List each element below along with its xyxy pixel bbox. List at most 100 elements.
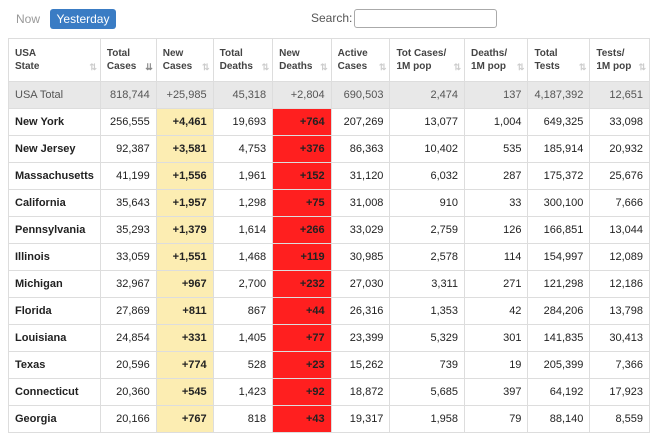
cell-new-deaths: +152 — [272, 162, 332, 190]
now-button[interactable]: Now — [15, 12, 40, 26]
column-header-line2: Cases — [106, 61, 137, 72]
cell-deaths-per-1m: 535 — [463, 135, 529, 163]
search-label: Search: — [311, 11, 353, 25]
cell-total-tests: 121,298 — [527, 270, 591, 298]
cell-new-deaths: +43 — [272, 405, 332, 433]
cell-state[interactable]: Georgia — [8, 405, 101, 433]
cell-new-deaths: +2,804 — [272, 81, 332, 109]
cell-state[interactable]: Massachusetts — [8, 162, 101, 190]
cell-deaths-per-1m: 33 — [463, 189, 529, 217]
cell-tests-per-1m: 12,089 — [589, 243, 650, 271]
cell-total-tests: 300,100 — [527, 189, 591, 217]
cell-tests-per-1m: 33,098 — [589, 108, 650, 136]
table-row: Texas 20,596 +774 528 +23 15,262 739 19 205,399 7… — [8, 351, 650, 379]
column-header-total-cases[interactable]: Total Cases ⇊ — [99, 38, 157, 82]
cell-total-cases: 32,967 — [99, 270, 157, 298]
cell-tests-per-1m: 20,932 — [589, 135, 650, 163]
cell-total-cases: 33,059 — [99, 243, 157, 271]
column-header-state[interactable]: USA State ⇅ — [8, 38, 101, 82]
cell-state[interactable]: Michigan — [8, 270, 101, 298]
sort-icon[interactable]: ⇅ — [320, 62, 327, 72]
cell-total-tests: 4,187,392 — [527, 81, 591, 109]
column-header-line2: Tests — [534, 61, 560, 72]
cell-state[interactable]: Illinois — [8, 243, 101, 271]
table-row: Connecticut 20,360 +545 1,423 +92 18,872 5,685… — [8, 378, 650, 406]
column-header-line1: Total — [534, 48, 558, 59]
cell-state[interactable]: New Jersey — [8, 135, 101, 163]
cell-total-deaths: 1,468 — [212, 243, 274, 271]
cell-total-deaths: 818 — [212, 405, 274, 433]
column-header-total-deaths[interactable]: Total Deaths ⇅ — [212, 38, 274, 82]
cell-active-cases: 27,030 — [330, 270, 391, 298]
cell-active-cases: 690,503 — [330, 81, 391, 109]
sort-icon[interactable]: ⇅ — [261, 62, 269, 72]
cell-active-cases: 86,363 — [330, 135, 391, 163]
column-header-active-cases[interactable]: Active Cases ⇅ — [330, 38, 391, 82]
column-header-line1: Tests/ — [596, 48, 625, 59]
column-header-tests-per-1m[interactable]: Tests/1M pop ⇅ — [589, 38, 650, 82]
cell-state[interactable]: Florida — [8, 297, 101, 325]
cell-tests-per-1m: 12,651 — [589, 81, 650, 109]
cell-state[interactable]: Louisiana — [8, 324, 101, 352]
cell-state[interactable]: New York — [8, 108, 101, 136]
cell-total-deaths: 45,318 — [212, 81, 274, 109]
table-row: Pennsylvania 35,293 +1,379 1,614 +266 33,029 2… — [8, 216, 650, 244]
cell-active-cases: 23,399 — [330, 324, 391, 352]
sort-icon[interactable]: ⇅ — [638, 62, 645, 72]
cell-new-cases: +767 — [155, 405, 214, 433]
table-row: Louisiana 24,854 +331 1,405 +77 23,399 5,329 30… — [8, 324, 650, 352]
sort-icon[interactable]: ⇅ — [89, 62, 96, 72]
cell-tot-cases-per-1m: 2,578 — [389, 243, 465, 271]
cell-deaths-per-1m: 79 — [463, 405, 529, 433]
table-row: New York 256,555 +4,461 19,693 +764 207,269 13… — [8, 108, 650, 136]
column-header-new-cases[interactable]: New Cases ⇅ — [155, 38, 214, 82]
cell-new-cases: +331 — [155, 324, 214, 352]
cell-new-cases: +1,556 — [155, 162, 214, 190]
column-header-line2: Cases — [337, 61, 368, 72]
cell-new-cases: +1,551 — [155, 243, 214, 271]
column-header-line2: 1M pop — [396, 61, 432, 72]
cell-active-cases: 26,316 — [330, 297, 391, 325]
sort-icon[interactable]: ⇅ — [378, 62, 386, 72]
column-header-line1: Active — [337, 48, 368, 59]
search-input[interactable] — [354, 9, 497, 28]
cell-new-deaths: +119 — [272, 243, 332, 271]
column-header-total-tests[interactable]: Total Tests ⇅ — [527, 38, 591, 82]
cell-state[interactable]: California — [8, 189, 101, 217]
column-header-deaths-per-1m[interactable]: Deaths/1M pop ⇅ — [463, 38, 529, 82]
cell-deaths-per-1m: 301 — [463, 324, 529, 352]
cell-total-cases: 27,869 — [99, 297, 157, 325]
sort-icon[interactable]: ⇅ — [202, 62, 209, 72]
cell-tot-cases-per-1m: 739 — [389, 351, 465, 379]
cell-total-tests: 284,206 — [527, 297, 591, 325]
sort-icon[interactable]: ⇅ — [578, 62, 586, 72]
sort-icon[interactable]: ⇅ — [453, 62, 460, 72]
cell-deaths-per-1m: 42 — [463, 297, 529, 325]
cell-tests-per-1m: 7,666 — [589, 189, 650, 217]
sort-descending-icon[interactable]: ⇊ — [145, 62, 152, 72]
cell-total-tests: 64,192 — [527, 378, 591, 406]
column-header-line1: Total — [219, 48, 243, 59]
cell-total-cases: 35,643 — [99, 189, 157, 217]
column-header-new-deaths[interactable]: New Deaths ⇅ — [272, 38, 332, 82]
cell-state[interactable]: Texas — [8, 351, 101, 379]
cell-state[interactable]: Connecticut — [8, 378, 101, 406]
cell-total-tests: 88,140 — [527, 405, 591, 433]
column-header-tot-cases-per-1m[interactable]: Tot Cases/1M pop ⇅ — [389, 38, 465, 82]
sort-icon[interactable]: ⇅ — [516, 62, 524, 72]
cell-new-deaths: +23 — [272, 351, 332, 379]
cell-tot-cases-per-1m: 5,685 — [389, 378, 465, 406]
cell-active-cases: 19,317 — [330, 405, 391, 433]
cell-state[interactable]: Pennsylvania — [8, 216, 101, 244]
column-header-line2: 1M pop — [470, 61, 506, 72]
cell-total-cases: 20,166 — [99, 405, 157, 433]
cell-deaths-per-1m: 137 — [463, 81, 529, 109]
cell-new-deaths: +266 — [272, 216, 332, 244]
cell-new-cases: +545 — [155, 378, 214, 406]
cell-total-cases: 20,360 — [99, 378, 157, 406]
cell-active-cases: 31,008 — [330, 189, 391, 217]
column-header-line2: Cases — [162, 61, 193, 72]
cell-total-deaths: 1,961 — [212, 162, 274, 190]
cell-total-tests: 649,325 — [527, 108, 591, 136]
yesterday-button[interactable]: Yesterday — [50, 9, 116, 29]
